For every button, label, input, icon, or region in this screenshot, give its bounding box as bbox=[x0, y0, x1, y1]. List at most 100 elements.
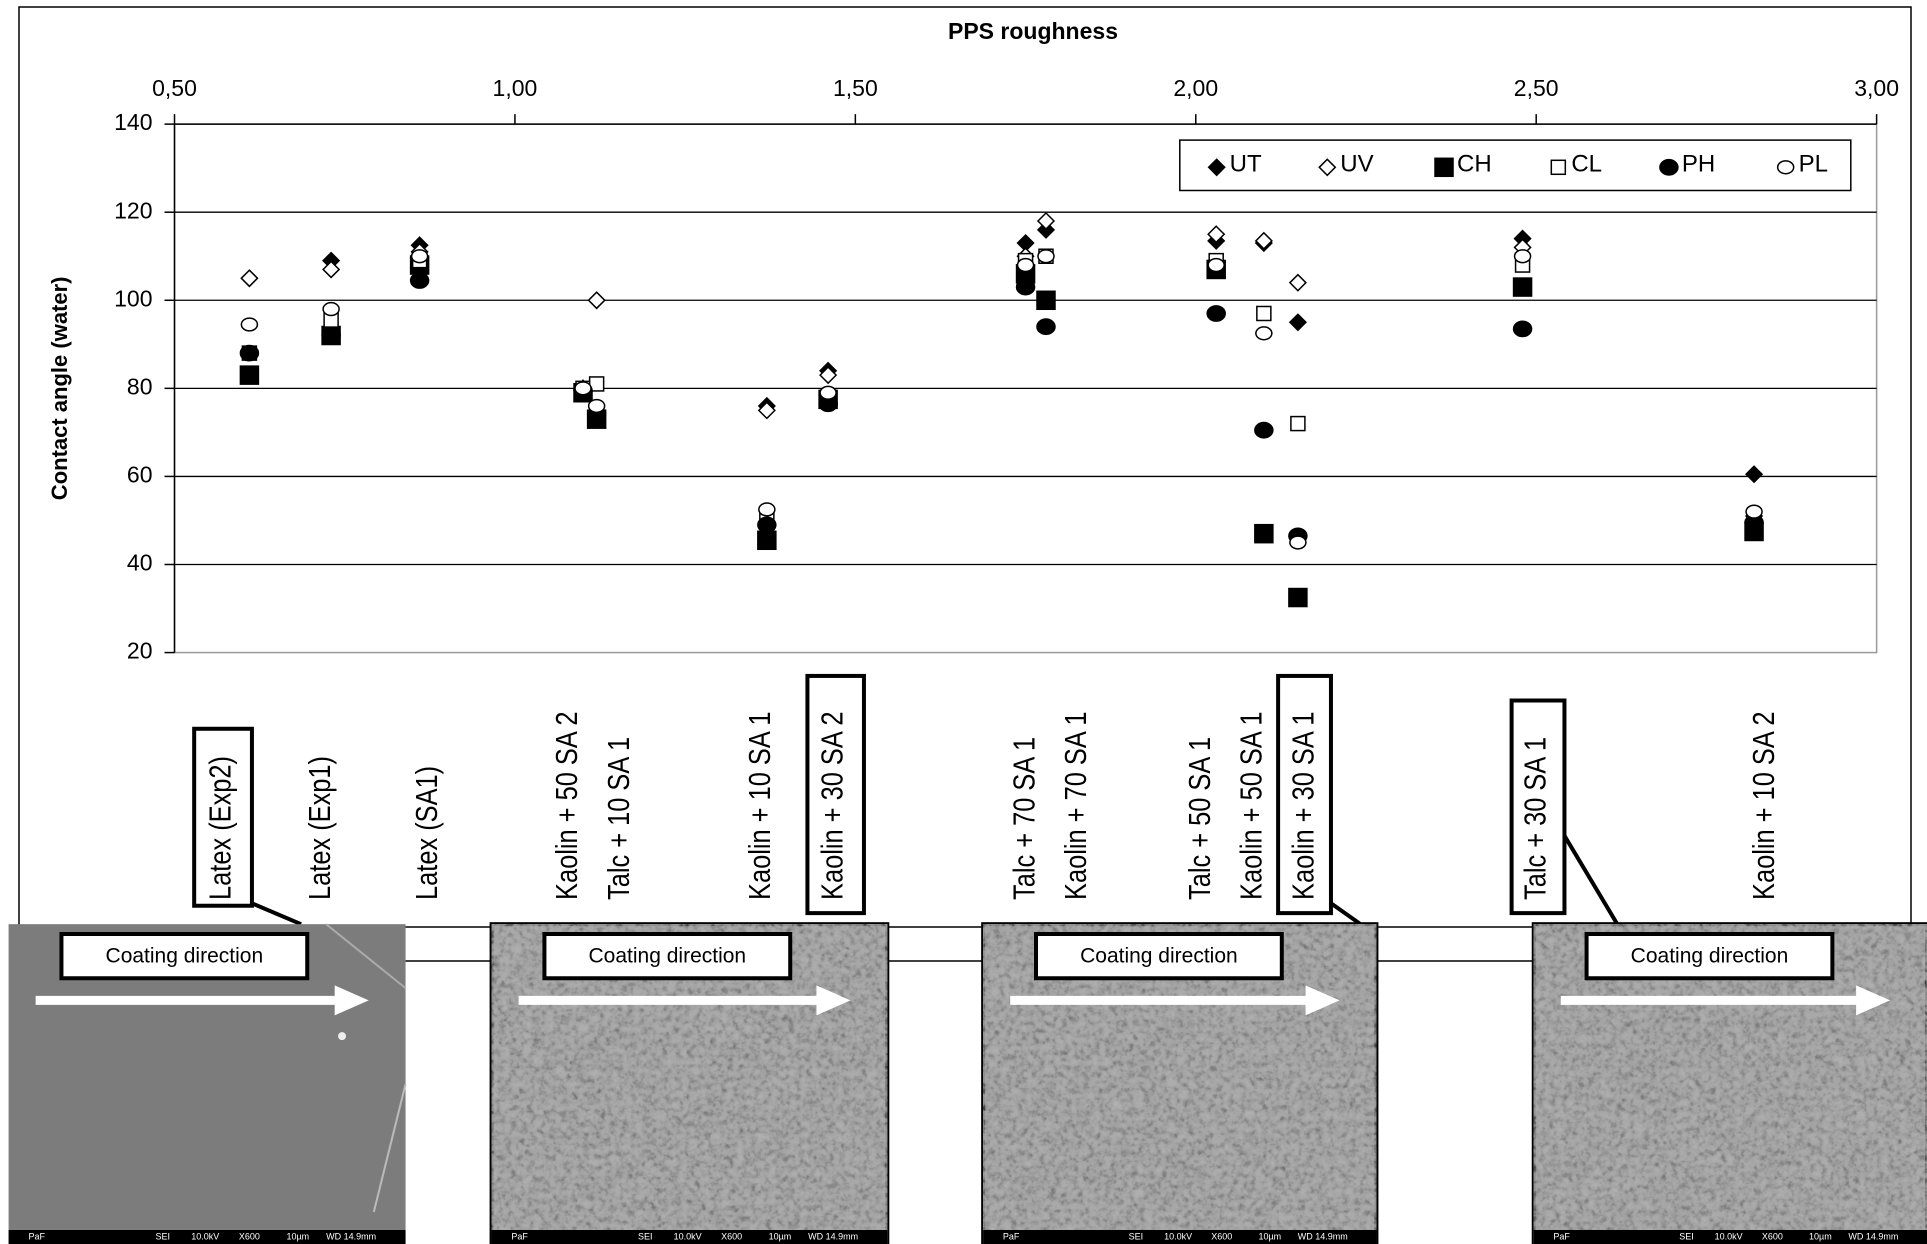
marker-circle bbox=[1015, 278, 1036, 296]
legend-label: PH bbox=[1682, 151, 1715, 178]
x-tick-label: 1,50 bbox=[833, 75, 878, 101]
marker-circle bbox=[1036, 318, 1056, 336]
sem-footer-bar bbox=[8, 1230, 406, 1244]
y-tick-label: 20 bbox=[127, 638, 153, 664]
x-tick-label: 1,00 bbox=[493, 75, 538, 101]
sem-footer-text: 10µm bbox=[1258, 1231, 1281, 1241]
sem-edge bbox=[325, 923, 407, 989]
sem-footer-text: WD 14.9mm bbox=[1848, 1231, 1898, 1241]
sem-footer-text: SEI bbox=[638, 1231, 653, 1241]
series-pl bbox=[240, 249, 1763, 550]
point-label: Talc + 30 SA 1 bbox=[1518, 737, 1553, 900]
sem-particle bbox=[338, 1032, 347, 1041]
y-tick-label: 120 bbox=[114, 197, 152, 223]
marker-diamond bbox=[1288, 273, 1307, 292]
sem-footer-text: X600 bbox=[1211, 1231, 1232, 1241]
label-highlight bbox=[1509, 698, 1567, 916]
point-label: Kaolin + 70 SA 1 bbox=[1059, 711, 1094, 900]
point-label: Kaolin + 10 SA 1 bbox=[743, 711, 778, 900]
legend-marker bbox=[1434, 157, 1454, 178]
point-label: Kaolin + 50 SA 1 bbox=[1234, 711, 1269, 900]
series-ut bbox=[240, 220, 1764, 484]
y-tick-label: 40 bbox=[127, 550, 153, 576]
marker-circle bbox=[1512, 320, 1533, 338]
marker-diamond bbox=[1207, 225, 1226, 244]
x-tick-label: 3,00 bbox=[1854, 75, 1899, 101]
panel-label: Coating direction bbox=[106, 945, 264, 968]
marker-diamond bbox=[757, 401, 776, 420]
sem-image: PaF SEI 10.0kV X600 10µm WD 14.9mm Coating dir… bbox=[981, 922, 1379, 1244]
sem-footer-text: WD 14.9mm bbox=[808, 1231, 858, 1241]
marker-diamond bbox=[1254, 231, 1273, 250]
y-tick-label: 60 bbox=[127, 462, 153, 488]
point-label: Talc + 70 SA 1 bbox=[1007, 737, 1042, 900]
point-label: Kaolin + 50 SA 2 bbox=[550, 711, 585, 900]
point-label: Latex (SA1) bbox=[410, 766, 445, 900]
label-box bbox=[59, 932, 310, 981]
marker-circle bbox=[240, 317, 259, 332]
legend-label: UV bbox=[1340, 151, 1373, 178]
legend-marker bbox=[1207, 158, 1226, 177]
x-tick-label: 2,50 bbox=[1514, 75, 1559, 101]
series-ch bbox=[239, 255, 1764, 608]
sem-footer-bar bbox=[491, 1230, 888, 1244]
sem-footer-text: 10.0kV bbox=[674, 1231, 702, 1241]
series-uv bbox=[240, 211, 1764, 526]
marker-circle bbox=[239, 344, 260, 362]
label-box bbox=[542, 932, 793, 981]
marker-circle bbox=[1206, 305, 1226, 322]
label-box bbox=[1034, 932, 1284, 981]
marker-circle bbox=[321, 327, 341, 344]
sem-footer-text: 10.0kV bbox=[191, 1231, 219, 1241]
sem-image: PaF SEI 10.0kV X600 10µm WD 14.9mm Coating dir… bbox=[489, 922, 890, 1244]
sem-footer-text: WD 14.9mm bbox=[1298, 1231, 1348, 1241]
point-label: Kaolin + 30 SA 2 bbox=[815, 711, 850, 900]
direction-arrow-head bbox=[816, 985, 851, 1016]
point-label: Talc + 10 SA 1 bbox=[601, 737, 636, 900]
label-box bbox=[1584, 932, 1835, 981]
sem-footer-text: SEI bbox=[155, 1231, 170, 1241]
marker-circle bbox=[1513, 249, 1532, 264]
panel-label: Coating direction bbox=[1631, 945, 1789, 968]
legend-label: PL bbox=[1799, 151, 1828, 178]
y-tick-label: 140 bbox=[114, 109, 152, 135]
direction-arrow-head bbox=[1305, 985, 1340, 1016]
sem-footer-text: X600 bbox=[239, 1231, 260, 1241]
marker-circle bbox=[1016, 257, 1035, 273]
x-tick-label: 2,00 bbox=[1173, 75, 1218, 101]
connector bbox=[251, 901, 302, 927]
marker-circle bbox=[1254, 421, 1274, 439]
sem-footer-text: 10µm bbox=[286, 1231, 309, 1241]
panel-label: Coating direction bbox=[1080, 945, 1238, 968]
point-label: Latex (Exp1) bbox=[303, 756, 338, 900]
chart-title: PPS roughness bbox=[948, 18, 1118, 44]
sem-footer-text: PaF bbox=[1553, 1231, 1570, 1241]
sem-footer-text: PaF bbox=[511, 1231, 528, 1241]
sem-footer-text: WD 14.9mm bbox=[326, 1231, 376, 1241]
sem-footer-text: X600 bbox=[721, 1231, 742, 1241]
marker-circle bbox=[757, 516, 777, 534]
sem-footer-text: SEI bbox=[1679, 1231, 1694, 1241]
sem-image: PaF SEI 10.0kV X600 10µm WD 14.9mm Coating dir… bbox=[1531, 922, 1927, 1244]
legend-label: UT bbox=[1230, 151, 1262, 178]
point-label: Kaolin + 10 SA 2 bbox=[1747, 711, 1782, 900]
marker-diamond bbox=[819, 366, 838, 385]
sem-footer-text: PaF bbox=[1003, 1231, 1020, 1241]
marker-circle bbox=[1289, 535, 1307, 550]
point-label: Latex (Exp2) bbox=[203, 756, 238, 900]
marker-square bbox=[1254, 523, 1274, 544]
label-highlight bbox=[805, 673, 866, 916]
marker-square bbox=[1036, 290, 1056, 311]
point-label: Talc + 50 SA 1 bbox=[1183, 737, 1218, 900]
marker-circle bbox=[1255, 326, 1273, 341]
y-axis-label: Contact angle (water) bbox=[47, 276, 72, 500]
sem-footer-text: 10µm bbox=[1809, 1231, 1832, 1241]
marker-square bbox=[1288, 587, 1308, 608]
sem-footer-bar bbox=[983, 1230, 1377, 1244]
figure-frame bbox=[18, 6, 1912, 928]
legend-label: CL bbox=[1571, 151, 1602, 178]
legend-marker bbox=[1318, 158, 1337, 177]
sem-footer-text: SEI bbox=[1129, 1231, 1144, 1241]
sem-footer-text: 10.0kV bbox=[1715, 1231, 1743, 1241]
sem-footer-text: 10.0kV bbox=[1164, 1231, 1192, 1241]
